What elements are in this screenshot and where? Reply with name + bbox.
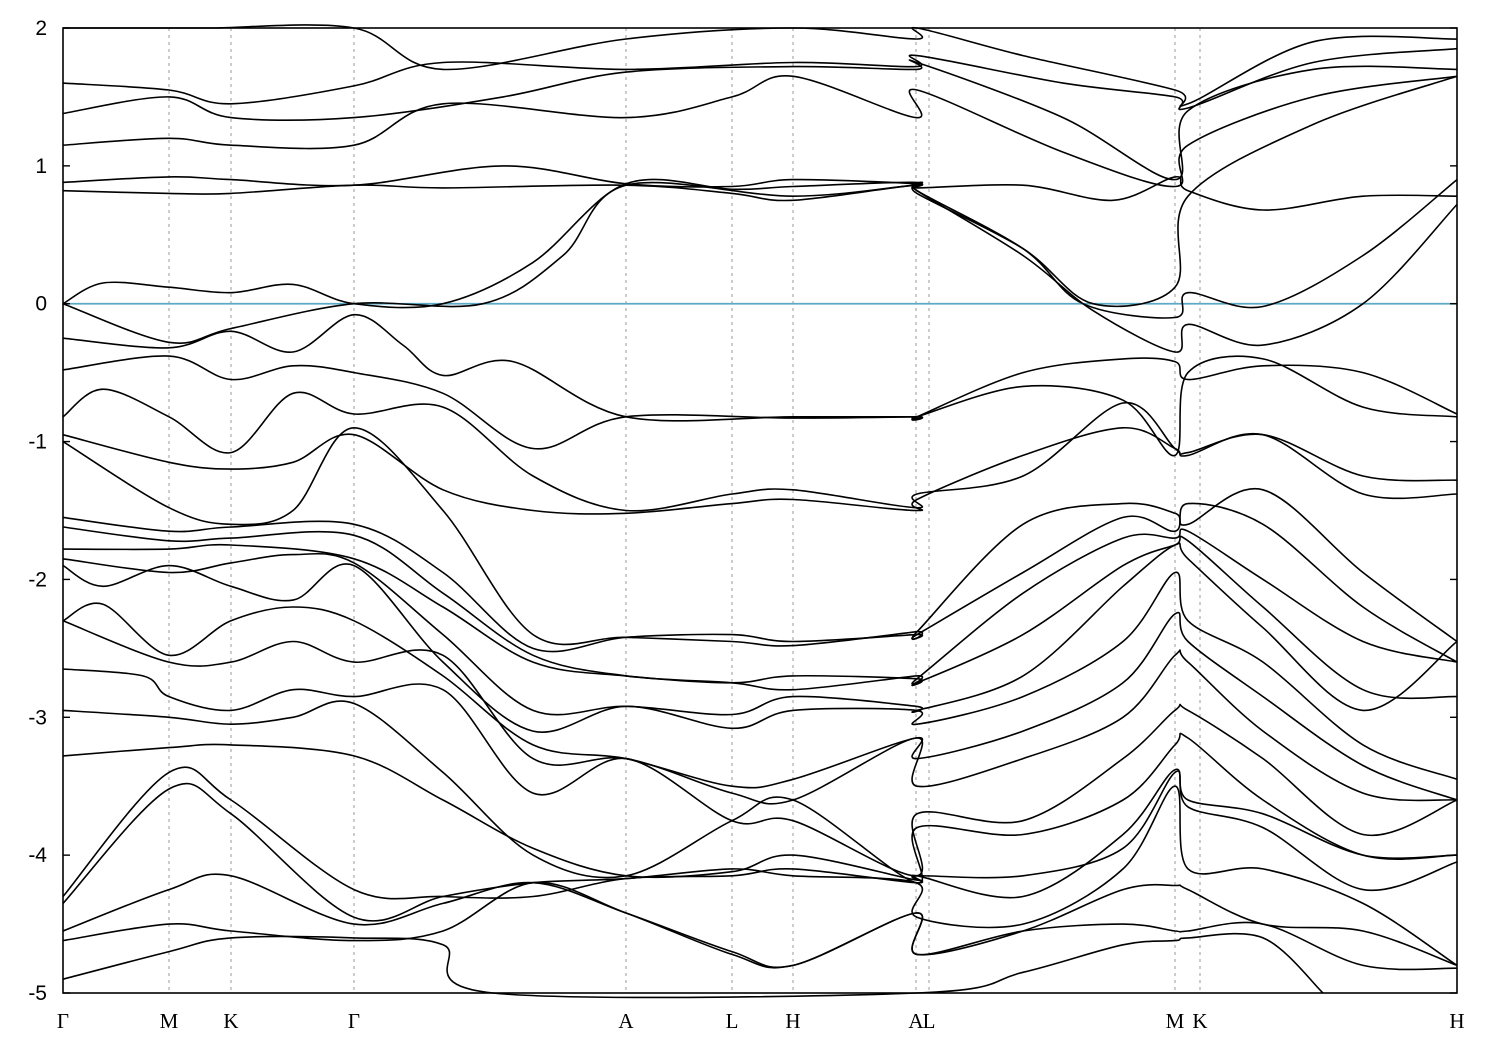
x-tick-label: K	[1192, 1009, 1207, 1033]
y-tick-label: -2	[28, 568, 47, 591]
y-tick-label: -5	[28, 982, 47, 1005]
x-tick-label: L	[923, 1009, 936, 1033]
band-series-line	[62, 881, 1458, 971]
band-series-line	[62, 426, 1458, 515]
band-series-line	[62, 178, 1458, 319]
x-tick-label: H	[1449, 1009, 1464, 1033]
x-tick-label: Γ	[57, 1009, 69, 1033]
band-series-line	[62, 743, 1458, 882]
band-series-line	[62, 165, 1458, 211]
band-series-line	[62, 75, 1458, 308]
x-tick-label: Γ	[348, 1009, 360, 1033]
band-series-line	[62, 563, 1458, 781]
band-series	[62, 24, 1458, 999]
band-series-line	[62, 535, 1458, 700]
y-tick-labels: 2 1 0 -1 -2 -3 -4 -5	[28, 17, 47, 1005]
band-series-line	[62, 75, 1458, 188]
band-series-line	[62, 388, 1458, 512]
band-series-line	[62, 932, 1324, 999]
y-tick-label: -4	[28, 844, 47, 867]
band-series-line	[63, 24, 1458, 108]
band-series-line	[62, 668, 1458, 877]
band-series-line	[62, 766, 1458, 900]
y-tick-label: 1	[35, 155, 47, 178]
y-tick-label: -1	[28, 431, 47, 454]
band-series-line	[62, 502, 1458, 663]
band-series-line	[62, 526, 1458, 691]
band-series-line	[62, 700, 1458, 884]
band-series-line	[62, 59, 1458, 181]
x-tick-label: H	[785, 1009, 800, 1033]
band-series-line	[62, 313, 1458, 422]
band-series-line	[62, 620, 1458, 805]
band-series-line	[62, 426, 1458, 647]
x-tick-label: A	[618, 1009, 634, 1033]
y-tick-label: 0	[35, 293, 47, 316]
band-series-line	[62, 602, 1458, 801]
band-series-line	[62, 47, 1458, 111]
x-tick-label: M	[160, 1009, 179, 1033]
band-series-line	[62, 542, 1458, 716]
x-tick-label: L	[726, 1009, 739, 1033]
band-series-line	[62, 782, 1458, 967]
band-series-line	[62, 181, 1458, 353]
x-tick-label: A	[908, 1009, 924, 1033]
y-tick-label: 2	[35, 17, 47, 40]
band-series-line	[62, 355, 1458, 457]
band-series-line	[62, 873, 1458, 969]
axis-ticks	[63, 27, 1457, 994]
plot-frame	[62, 27, 1458, 994]
y-tick-label: -3	[28, 706, 47, 729]
x-tick-label: K	[223, 1009, 238, 1033]
x-tick-label: M	[1166, 1009, 1185, 1033]
